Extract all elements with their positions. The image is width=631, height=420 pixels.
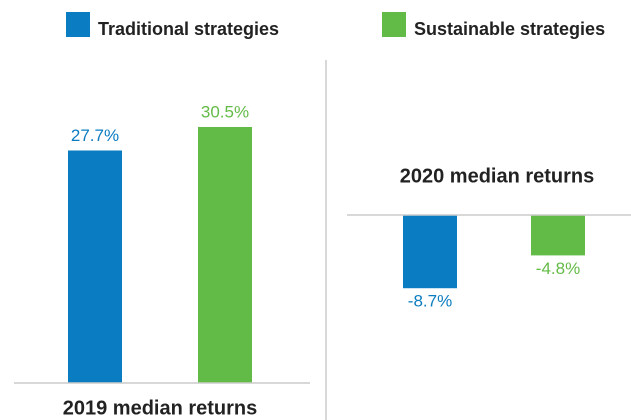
bar: [68, 150, 122, 383]
value-label: 27.7%: [71, 126, 119, 145]
value-label: -4.8%: [536, 259, 580, 278]
legend-swatch: [66, 12, 90, 37]
legend-label: Sustainable strategies: [414, 19, 605, 39]
value-label: 30.5%: [201, 102, 249, 121]
bar: [198, 126, 252, 383]
legend-label: Traditional strategies: [98, 19, 279, 39]
legend-swatch: [382, 12, 406, 37]
chart-title: 2019 median returns: [63, 397, 258, 419]
bar: [531, 215, 585, 256]
bar: [403, 215, 457, 289]
chart-title: 2020 median returns: [400, 165, 595, 187]
value-label: -8.7%: [408, 292, 452, 311]
